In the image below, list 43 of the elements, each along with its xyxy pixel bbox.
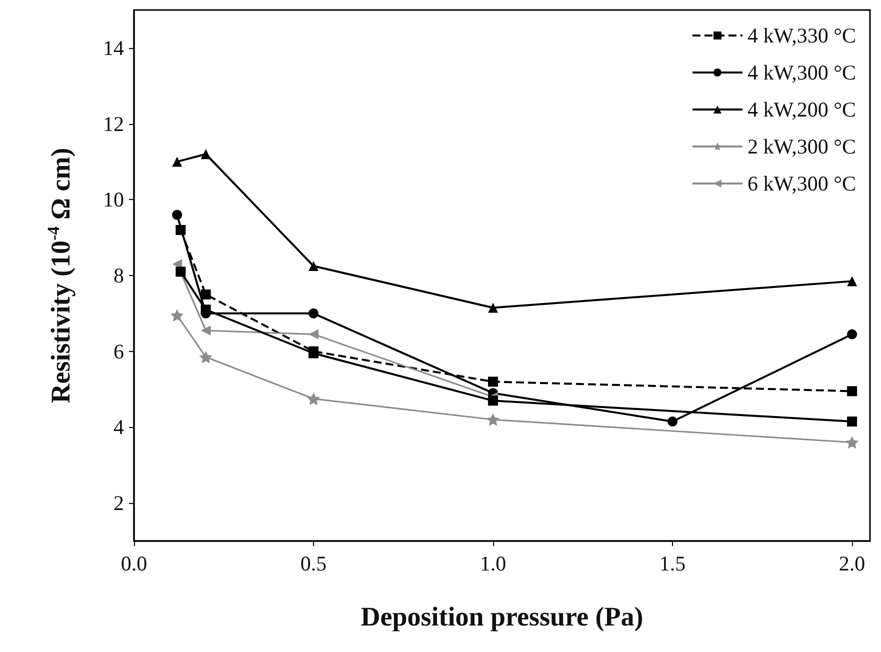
point bbox=[200, 325, 211, 336]
x-tick-label: 1.5 bbox=[659, 552, 686, 576]
point bbox=[486, 413, 500, 426]
point bbox=[199, 350, 212, 364]
point bbox=[488, 376, 498, 387]
x-tick-label: 1.0 bbox=[480, 552, 506, 576]
point bbox=[307, 392, 320, 405]
x-tick-label: 0.5 bbox=[300, 552, 327, 576]
point bbox=[488, 302, 498, 313]
point bbox=[847, 416, 858, 427]
legend-label: 6 kW,300 °C bbox=[747, 172, 856, 196]
point bbox=[176, 266, 186, 277]
y-tick-label: 6 bbox=[114, 339, 124, 364]
y-tick-label: 8 bbox=[114, 264, 124, 288]
x-tick-label: 2.0 bbox=[838, 552, 866, 576]
y-tick-label: 14 bbox=[103, 36, 124, 60]
point bbox=[200, 149, 211, 160]
y-tick-label: 2 bbox=[114, 491, 124, 516]
y-tick-label: 4 bbox=[114, 415, 124, 440]
point bbox=[170, 309, 184, 322]
point bbox=[488, 396, 498, 406]
y-axis-title: Resistivity (10-4 Ω cm) bbox=[44, 148, 76, 404]
point bbox=[847, 386, 858, 396]
point bbox=[847, 329, 858, 340]
point bbox=[308, 308, 319, 318]
point bbox=[200, 289, 211, 300]
point bbox=[172, 210, 182, 220]
point bbox=[308, 329, 319, 340]
point bbox=[308, 261, 319, 272]
point bbox=[847, 276, 858, 286]
x-tick-label: 0.0 bbox=[120, 552, 148, 576]
legend-label: 4 kW,330 °C bbox=[747, 24, 856, 48]
legend-label: 4 kW,200 °C bbox=[747, 98, 856, 122]
point bbox=[846, 436, 859, 449]
y-tick-label: 10 bbox=[103, 188, 124, 212]
legend-label: 4 kW,300 °C bbox=[747, 60, 856, 84]
point bbox=[172, 156, 182, 167]
point bbox=[668, 416, 678, 427]
x-axis-title: Deposition pressure (Pa) bbox=[360, 602, 644, 632]
point bbox=[200, 304, 211, 315]
point bbox=[176, 224, 186, 235]
y-tick-label: 12 bbox=[103, 112, 124, 136]
legend-label: 2 kW,300 °C bbox=[747, 134, 856, 158]
